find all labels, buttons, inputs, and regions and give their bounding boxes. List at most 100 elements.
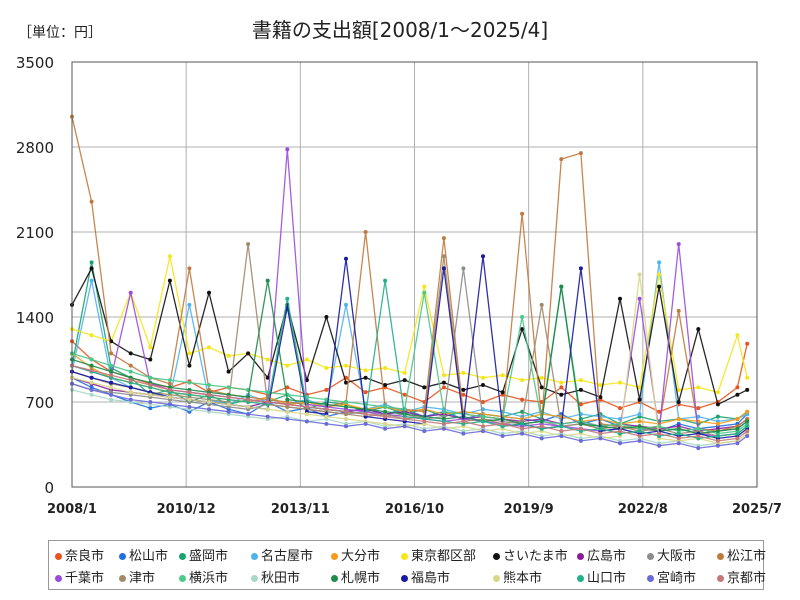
data-point bbox=[598, 383, 603, 387]
data-point bbox=[618, 441, 622, 446]
legend-item: 福島市 bbox=[401, 567, 450, 586]
data-point bbox=[461, 266, 466, 271]
legend-label: 福島市 bbox=[411, 571, 451, 586]
data-point bbox=[226, 402, 231, 407]
data-point bbox=[285, 397, 290, 402]
data-point bbox=[383, 426, 388, 431]
data-point bbox=[324, 315, 329, 319]
data-point bbox=[167, 254, 172, 259]
data-point bbox=[520, 315, 525, 319]
legend-marker bbox=[251, 575, 258, 582]
data-point bbox=[637, 272, 642, 277]
data-point bbox=[89, 266, 94, 271]
data-point bbox=[363, 230, 368, 234]
data-point bbox=[500, 373, 505, 378]
data-point bbox=[226, 353, 231, 358]
data-point bbox=[715, 421, 720, 426]
data-point bbox=[657, 409, 662, 414]
legend-item: 千葉市 bbox=[55, 567, 104, 586]
data-point bbox=[89, 260, 94, 265]
data-point bbox=[383, 404, 388, 409]
legend-marker bbox=[717, 575, 724, 582]
data-point bbox=[578, 421, 583, 426]
legend-item: 盛岡市 bbox=[179, 545, 228, 564]
data-point bbox=[344, 417, 348, 421]
series-line bbox=[71, 262, 748, 425]
data-point bbox=[109, 397, 114, 402]
legend-label: 大分市 bbox=[341, 549, 381, 564]
data-point bbox=[89, 380, 94, 385]
data-point bbox=[735, 431, 740, 436]
data-point bbox=[539, 375, 544, 380]
data-point bbox=[167, 402, 172, 407]
data-point bbox=[676, 400, 681, 404]
data-point bbox=[559, 157, 564, 162]
data-point bbox=[167, 387, 172, 392]
data-point bbox=[148, 400, 153, 404]
data-point bbox=[402, 417, 407, 421]
legend-label: 千葉市 bbox=[65, 571, 105, 586]
data-point bbox=[520, 426, 525, 431]
legend-item: 東京都区部 bbox=[401, 545, 476, 564]
data-point bbox=[324, 366, 329, 370]
data-point bbox=[637, 438, 642, 443]
data-point bbox=[481, 419, 485, 424]
data-point bbox=[128, 397, 133, 402]
legend-marker bbox=[401, 553, 408, 560]
data-point bbox=[715, 402, 720, 407]
data-point bbox=[383, 414, 388, 419]
legend-marker bbox=[493, 575, 500, 582]
data-point bbox=[344, 404, 348, 409]
data-point bbox=[246, 351, 251, 356]
series-line bbox=[71, 383, 748, 449]
data-point bbox=[324, 407, 329, 412]
x-tick-label: 2016/10 bbox=[385, 502, 444, 517]
data-point bbox=[481, 424, 485, 429]
data-point bbox=[363, 412, 368, 417]
legend-label: 名古屋市 bbox=[261, 549, 314, 564]
legend-marker bbox=[331, 575, 338, 582]
data-point bbox=[735, 392, 740, 397]
data-point bbox=[500, 434, 505, 438]
data-point bbox=[304, 419, 309, 424]
data-point bbox=[226, 409, 231, 414]
data-point bbox=[735, 385, 740, 390]
legend-label: 盛岡市 bbox=[189, 549, 229, 564]
data-point bbox=[148, 392, 153, 397]
legend-marker bbox=[179, 575, 186, 582]
data-point bbox=[167, 395, 172, 400]
legend-item: 松山市 bbox=[119, 545, 168, 564]
data-point bbox=[745, 419, 750, 424]
data-point bbox=[520, 421, 525, 426]
data-point bbox=[618, 406, 622, 411]
data-point bbox=[344, 302, 348, 307]
data-point bbox=[461, 387, 466, 392]
data-point bbox=[383, 278, 388, 283]
data-point bbox=[745, 341, 750, 346]
data-point bbox=[128, 351, 133, 356]
data-point bbox=[598, 426, 603, 431]
data-point bbox=[363, 390, 368, 395]
legend-label: さいたま市 bbox=[503, 549, 568, 564]
series-横浜市 bbox=[70, 290, 750, 436]
data-point bbox=[481, 383, 485, 387]
legend-marker bbox=[179, 553, 186, 560]
data-point bbox=[363, 421, 368, 426]
data-point bbox=[539, 424, 544, 429]
data-point bbox=[363, 375, 368, 380]
data-point bbox=[696, 406, 701, 411]
x-tick-label: 2010/12 bbox=[157, 502, 216, 517]
data-point bbox=[676, 417, 681, 421]
data-point bbox=[207, 392, 211, 397]
data-point bbox=[637, 412, 642, 417]
data-point bbox=[187, 390, 192, 395]
y-tick-label: 1400 bbox=[16, 309, 54, 327]
data-point bbox=[618, 296, 622, 301]
data-point bbox=[187, 363, 192, 368]
data-point bbox=[461, 370, 466, 375]
series-宮崎市 bbox=[70, 381, 750, 451]
legend-marker bbox=[647, 553, 654, 560]
data-point bbox=[148, 357, 153, 362]
data-point bbox=[285, 402, 290, 407]
data-point bbox=[109, 373, 114, 378]
